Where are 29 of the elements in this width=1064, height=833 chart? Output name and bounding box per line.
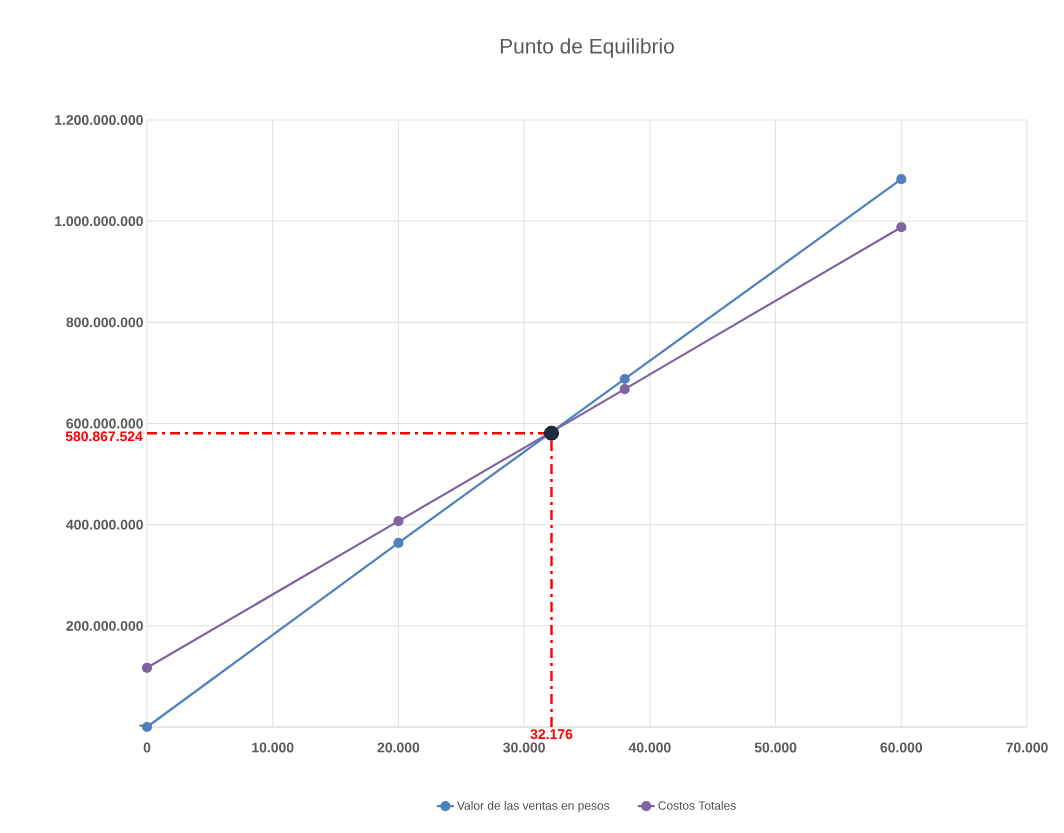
- y-tick-label: 800.000.000: [66, 317, 143, 328]
- point: [896, 222, 907, 233]
- point: [141, 662, 153, 673]
- x-tick-label: 70.000: [1006, 742, 1048, 753]
- point: [619, 384, 630, 395]
- point: [544, 425, 559, 441]
- point: [393, 516, 404, 527]
- y-tick-label: 200.000.000: [66, 620, 143, 631]
- y-tick-label: 1.000.000.000: [55, 216, 143, 227]
- x-tick-label: 30.000: [503, 742, 545, 753]
- x-tick-label: 60.000: [880, 742, 923, 753]
- y-tick-label: -: [139, 724, 143, 727]
- y-tick-label: 400.000.000: [66, 519, 143, 530]
- x-tick-label: 20.000: [377, 742, 420, 753]
- legend-label: Valor de las ventas en pesos: [457, 801, 610, 813]
- point: [393, 537, 404, 548]
- x-tick-label: 50.000: [754, 742, 797, 753]
- ref-line-label: 32.176: [530, 729, 573, 740]
- point: [619, 373, 630, 385]
- y-tick-label: 600.000.000: [66, 418, 143, 429]
- ref-line-label: 580.867.524: [65, 431, 143, 442]
- point: [896, 174, 907, 185]
- legend-label: Costos Totales: [658, 801, 736, 810]
- y-tick-label: 1.200.000.000: [55, 115, 143, 125]
- x-tick-label: 0: [143, 742, 151, 753]
- point: [141, 721, 153, 733]
- chart-title: Punto de Equilibrio: [500, 38, 674, 58]
- x-tick-label: 10.000: [252, 742, 294, 753]
- x-tick-label: 40.000: [628, 742, 671, 753]
